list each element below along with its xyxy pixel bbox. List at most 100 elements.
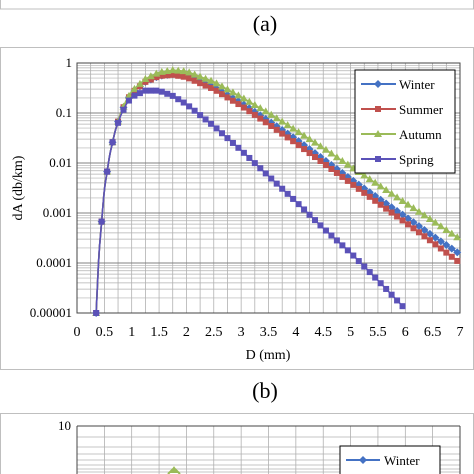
data-point [289, 124, 298, 132]
data-point [268, 122, 275, 129]
panel-a-top-frame [0, 0, 474, 10]
y-tick-label: 0.1 [56, 105, 72, 120]
data-point [261, 107, 270, 115]
data-point [229, 97, 236, 104]
data-point [147, 87, 154, 94]
data-point [279, 185, 286, 192]
data-point [316, 142, 325, 150]
chart-b-y-tick-label: 10 [58, 418, 71, 433]
data-point [394, 297, 401, 304]
data-point [180, 99, 187, 106]
data-point [202, 116, 209, 123]
data-point [344, 247, 351, 254]
data-point [190, 70, 199, 78]
data-point [251, 160, 258, 167]
data-point [239, 94, 248, 102]
data-point [283, 121, 292, 129]
data-point [169, 92, 176, 99]
data-point [284, 134, 291, 141]
data-point [453, 248, 462, 257]
data-point [234, 91, 243, 99]
chart-a: 0.00001 0.0001 0.001 0.01 0.1 1 0 0.5 1 1.5 2 2.5 3… [11, 55, 464, 363]
data-point [201, 74, 210, 82]
data-point [246, 154, 253, 161]
data-point [339, 173, 346, 180]
data-point [399, 217, 406, 224]
data-point [447, 229, 456, 237]
data-point [273, 180, 280, 187]
x-tick-label: 5 [347, 325, 354, 340]
data-point [414, 222, 423, 231]
y-tick-label: 1 [66, 55, 73, 70]
data-point [404, 200, 413, 208]
data-point [388, 291, 395, 298]
x-tick-label: 6 [402, 325, 409, 340]
data-point [136, 90, 143, 97]
data-point [410, 225, 417, 232]
data-point [235, 101, 242, 108]
data-point [153, 74, 160, 81]
data-point [321, 145, 330, 153]
chart-a-plot-area [76, 62, 461, 314]
data-point [333, 237, 340, 244]
y-tick-label: 0.00001 [30, 305, 72, 320]
x-tick-label: 4 [292, 325, 299, 340]
series-spring [93, 87, 406, 316]
data-point [431, 218, 440, 226]
data-point [295, 142, 302, 149]
data-point [197, 80, 204, 87]
data-point [191, 107, 198, 114]
data-point [305, 135, 314, 143]
data-point [431, 233, 440, 242]
data-point [387, 203, 396, 212]
data-point [437, 245, 444, 252]
data-point [273, 126, 280, 133]
data-point [240, 149, 247, 156]
x-tick-label: 0.5 [96, 325, 114, 340]
data-point [453, 233, 462, 241]
chart-a-y-axis-label: dA (db/km) [11, 155, 26, 220]
legend-label-summer: Summer [399, 102, 444, 117]
data-point [120, 106, 127, 113]
data-point [436, 222, 445, 230]
data-point [152, 69, 161, 77]
x-tick-label: 1.5 [150, 325, 168, 340]
data-point [284, 190, 291, 197]
data-point [147, 76, 154, 83]
data-point [322, 227, 329, 234]
data-point [186, 75, 193, 82]
data-point [208, 120, 215, 127]
data-point [257, 165, 264, 172]
panel-label-b: (b) [252, 378, 278, 403]
x-tick-label: 2.5 [205, 325, 223, 340]
data-point [279, 130, 286, 137]
data-point [360, 171, 369, 179]
legend-marker-summer [375, 106, 381, 112]
chart-a-legend-box [354, 69, 456, 174]
data-point [432, 241, 439, 248]
data-point [170, 466, 178, 473]
x-tick-label: 1 [128, 325, 135, 340]
data-point [394, 213, 401, 220]
data-point [141, 74, 150, 82]
data-point [98, 218, 105, 225]
chart-b-legend: Winter [339, 445, 441, 474]
data-point [135, 79, 144, 87]
data-point [420, 211, 429, 219]
data-point [146, 72, 155, 80]
data-point [332, 153, 341, 161]
data-point [125, 97, 132, 104]
data-point [130, 84, 139, 92]
data-point [382, 186, 391, 194]
legend-marker-winter [374, 80, 382, 88]
data-point [224, 135, 231, 142]
legend-label-spring: Spring [399, 152, 434, 167]
data-point [262, 170, 269, 177]
data-point [218, 91, 225, 98]
data-point [339, 242, 346, 249]
data-point [267, 110, 276, 118]
data-point [174, 66, 183, 74]
data-point [191, 77, 198, 84]
data-point [399, 303, 406, 310]
